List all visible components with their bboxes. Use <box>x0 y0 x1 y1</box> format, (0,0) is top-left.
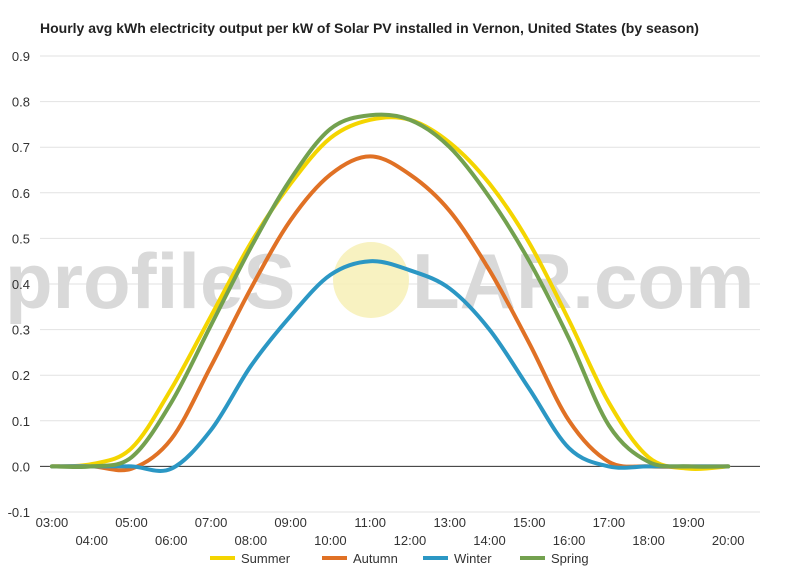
series-line-autumn <box>49 154 731 473</box>
watermark-sun-icon <box>333 242 409 318</box>
legend: Summer Autumn Winter Spring <box>210 551 589 566</box>
x-axis: 03:00 04:00 05:00 06:00 07:00 08:00 09:00 10:00… <box>36 515 745 548</box>
y-tick-label: 0.4 <box>12 277 30 292</box>
y-tick-label: 0.0 <box>12 459 30 474</box>
x-tick-label: 12:00 <box>394 533 427 548</box>
watermark-text-right: LAR.com <box>412 237 754 325</box>
x-tick-label: 06:00 <box>155 533 188 548</box>
x-tick-label: 19:00 <box>672 515 705 530</box>
x-tick-label: 04:00 <box>75 533 108 548</box>
x-tick-label: 14:00 <box>473 533 506 548</box>
x-tick-label: 03:00 <box>36 515 69 530</box>
series-layer <box>49 112 731 473</box>
y-tick-label: 0.3 <box>12 323 30 338</box>
y-tick-label: 0.2 <box>12 368 30 383</box>
x-tick-label: 15:00 <box>513 515 546 530</box>
legend-label-winter: Winter <box>454 551 492 566</box>
x-tick-label: 07:00 <box>195 515 228 530</box>
x-tick-label: 17:00 <box>593 515 626 530</box>
watermark-text-left: profileS <box>5 237 295 325</box>
y-tick-label: 0.5 <box>12 231 30 246</box>
x-tick-label: 11:00 <box>354 515 386 530</box>
x-tick-label: 20:00 <box>712 533 745 548</box>
legend-label-summer: Summer <box>241 551 291 566</box>
chart-title: Hourly avg kWh electricity output per kW… <box>40 20 699 36</box>
legend-label-spring: Spring <box>551 551 589 566</box>
x-tick-label: 13:00 <box>433 515 466 530</box>
y-tick-label: 0.1 <box>12 414 30 429</box>
series-line-winter <box>49 259 731 473</box>
x-tick-label: 05:00 <box>115 515 148 530</box>
x-tick-label: 10:00 <box>314 533 347 548</box>
x-tick-label: 18:00 <box>632 533 665 548</box>
watermark: profileS LAR.com <box>5 237 754 325</box>
y-tick-label: 0.8 <box>12 95 30 110</box>
x-tick-label: 16:00 <box>553 533 586 548</box>
y-tick-label: -0.1 <box>8 505 30 520</box>
series-line-summer <box>49 115 731 472</box>
y-tick-label: 0.6 <box>12 186 30 201</box>
x-tick-label: 09:00 <box>274 515 307 530</box>
x-tick-label: 08:00 <box>235 533 268 548</box>
y-tick-label: 0.7 <box>12 140 30 155</box>
series-line-spring <box>49 112 731 470</box>
legend-label-autumn: Autumn <box>353 551 398 566</box>
y-axis: 0.9 0.8 0.7 0.6 0.5 0.4 0.3 0.2 0.1 0.0 -0.1 <box>8 49 30 520</box>
y-tick-label: 0.9 <box>12 49 30 64</box>
